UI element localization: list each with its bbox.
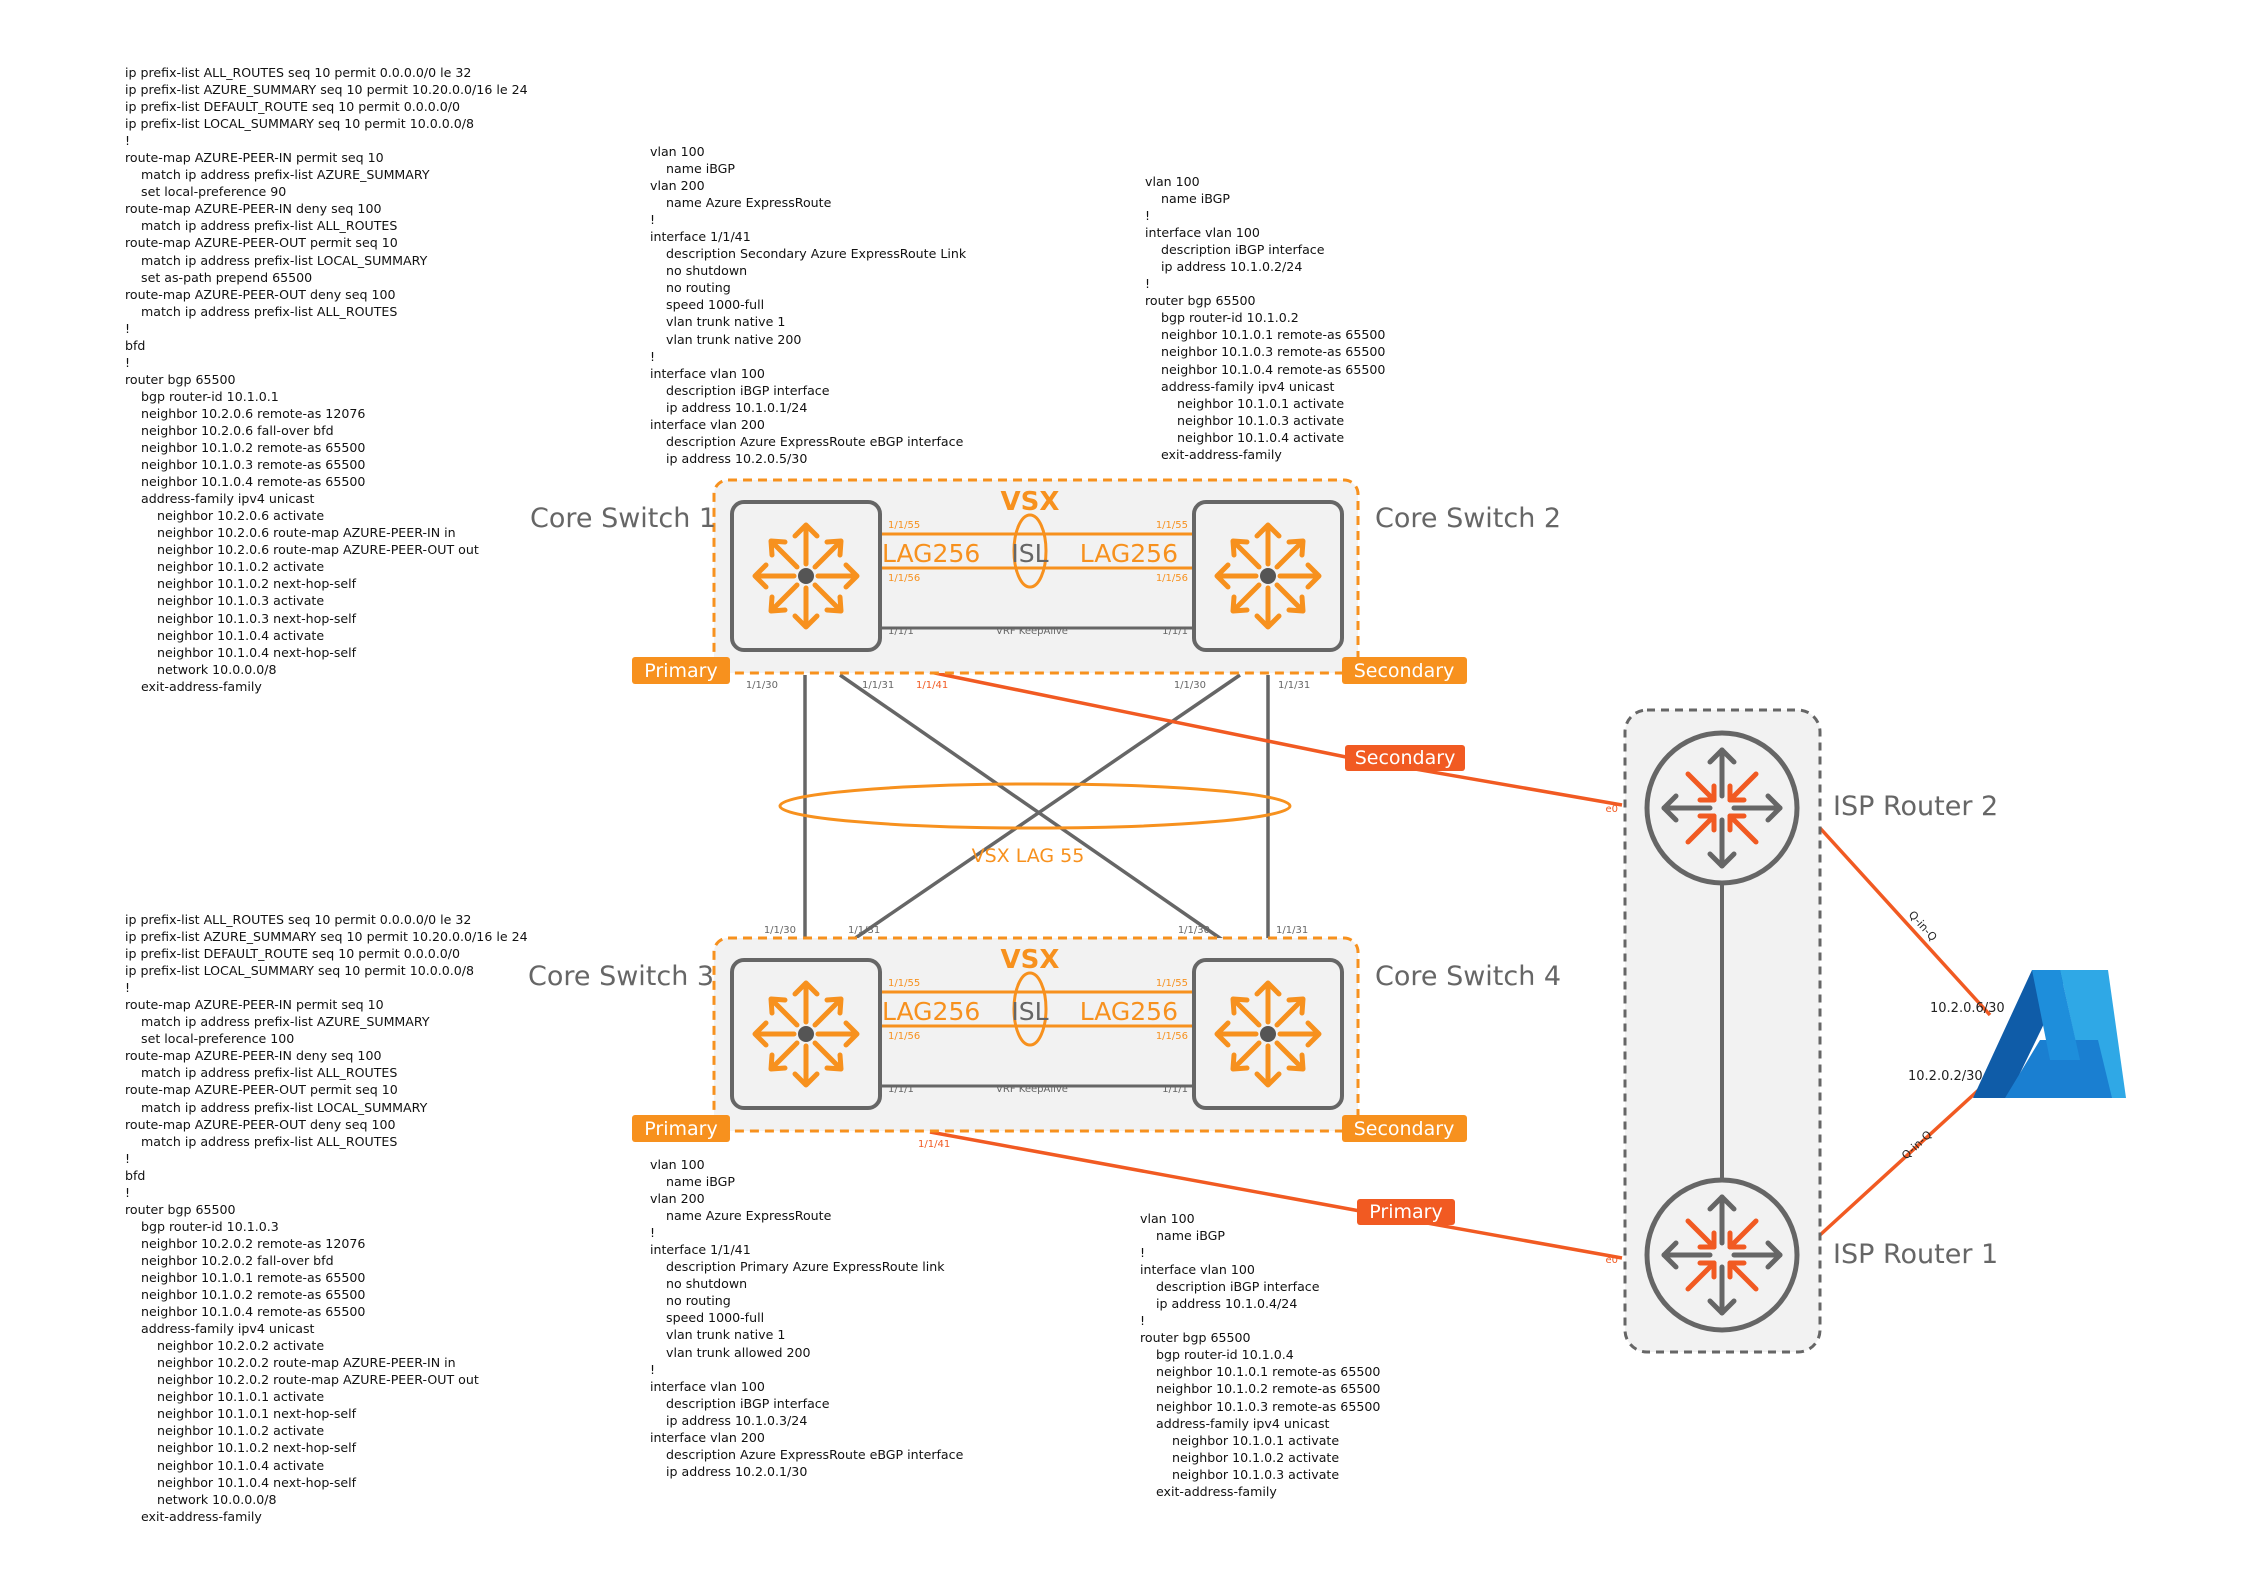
lag256-label: LAG256: [882, 997, 980, 1026]
core1-routing-config: ip prefix-list ALL_ROUTES seq 10 permit …: [125, 65, 528, 694]
port-label: 1/1/56: [1156, 573, 1188, 584]
isl-bottom-ring: [1012, 971, 1048, 1047]
aruba-switch-icon: [755, 983, 857, 1085]
lag256-label: LAG256: [1080, 997, 1178, 1026]
vsx-lag55-ring: [778, 782, 1292, 830]
port-label: 1/1/55: [888, 520, 920, 531]
isp1-azure-link: [1818, 1073, 1997, 1237]
core-switch-4[interactable]: [1192, 958, 1344, 1110]
port-label: 1/1/31: [1276, 925, 1308, 936]
azure-logo-icon: [1973, 970, 2126, 1098]
isl-top-ring: [1012, 513, 1048, 589]
secondary-badge-bottom: Secondary: [1342, 1115, 1467, 1142]
core4-config: vlan 100 name iBGP ! interface vlan 100 …: [1140, 1211, 1381, 1499]
aruba-switch-icon: [755, 525, 857, 627]
port-label: 1/1/55: [888, 978, 920, 989]
vsx-bottom-group: VSX LAG256 ISL LAG256 VRF KeepAlive 1/1/…: [528, 925, 1561, 1150]
isp-router-group: e0 e0: [1605, 708, 1822, 1354]
svg-text:Secondary: Secondary: [1354, 660, 1455, 682]
qinq-label-bottom: Q-in-Q: [1899, 1128, 1934, 1162]
port-label: e0: [1605, 804, 1618, 815]
router-icon: [1647, 733, 1797, 883]
secondary-badge-top: Secondary: [1342, 657, 1467, 684]
isp-router-1-label: ISP Router 1: [1833, 1239, 1998, 1270]
port-label: 1/1/31: [1278, 680, 1310, 691]
port-label: 1/1/30: [764, 925, 796, 936]
port-label: 1/1/56: [1156, 1031, 1188, 1042]
vsx-bottom-label: VSX: [1001, 945, 1060, 975]
primary-link-badge: Primary: [1357, 1199, 1455, 1225]
port-label: 1/1/56: [888, 1031, 920, 1042]
svg-text:Secondary: Secondary: [1354, 1118, 1455, 1140]
port-label: 1/1/55: [1156, 520, 1188, 531]
aruba-switch-icon: [1217, 525, 1319, 627]
core-switch-2[interactable]: [1192, 500, 1344, 652]
isp-router-1[interactable]: [1647, 1180, 1797, 1330]
port-label: e0: [1605, 1255, 1618, 1266]
port-label: 1/1/1: [888, 626, 914, 637]
port-label: 1/1/55: [1156, 978, 1188, 989]
aruba-switch-icon: [1217, 983, 1319, 1085]
vsx-top-label: VSX: [1001, 487, 1060, 517]
isl-label: ISL: [1011, 539, 1048, 568]
lag256-label: LAG256: [882, 539, 980, 568]
core-switch-1[interactable]: [730, 500, 882, 652]
svg-text:Primary: Primary: [644, 660, 717, 682]
core-switch-3[interactable]: [730, 958, 882, 1110]
lag256-label: LAG256: [1080, 539, 1178, 568]
inter-vsx-links: [803, 673, 1270, 954]
keepalive-label: VRF KeepAlive: [996, 1084, 1068, 1095]
port-label: 1/1/31: [848, 925, 880, 936]
core2-config: vlan 100 name iBGP ! interface vlan 100 …: [1145, 174, 1386, 462]
port-label: 1/1/30: [1178, 925, 1210, 936]
core-switch-2-label: Core Switch 2: [1375, 503, 1561, 534]
core-switch-4-label: Core Switch 4: [1375, 961, 1561, 992]
port-label: 1/1/56: [888, 573, 920, 584]
isp2-azure-link: [1818, 826, 1992, 1017]
core3-interface-config: vlan 100 name iBGP vlan 200 name Azure E…: [650, 1157, 964, 1479]
core-switch-3-label: Core Switch 3: [528, 961, 714, 992]
port-label: 1/1/41: [918, 1139, 950, 1150]
port-label: 1/1/30: [746, 680, 778, 691]
vsx-top-group: VSX LAG256 ISL LAG256 VRF KeepAlive 1/1/…: [530, 478, 1561, 691]
router-icon: [1647, 1180, 1797, 1330]
port-label: 1/1/31: [862, 680, 894, 691]
isl-label: ISL: [1011, 997, 1048, 1026]
port-label: 1/1/41: [916, 680, 948, 691]
port-label: 1/1/1: [1162, 626, 1188, 637]
primary-expressroute-link: [929, 1130, 1623, 1260]
vsx-lag55-label: VSX LAG 55: [972, 845, 1085, 867]
isp-router-2-label: ISP Router 2: [1833, 791, 1998, 822]
core-switch-1-label: Core Switch 1: [530, 503, 716, 534]
isp-router-2[interactable]: [1647, 733, 1797, 883]
core1-interface-config: vlan 100 name iBGP vlan 200 name Azure E…: [650, 144, 967, 466]
port-label: 1/1/1: [1162, 1084, 1188, 1095]
port-label: 1/1/30: [1174, 680, 1206, 691]
svg-text:Primary: Primary: [644, 1118, 717, 1140]
svg-text:Primary: Primary: [1369, 1201, 1442, 1223]
azure-ip-top: 10.2.0.6/30: [1930, 1001, 2005, 1016]
svg-text:Secondary: Secondary: [1355, 747, 1456, 769]
core3-routing-config: ip prefix-list ALL_ROUTES seq 10 permit …: [125, 912, 528, 1524]
primary-badge-bottom: Primary: [632, 1115, 730, 1142]
keepalive-label: VRF KeepAlive: [996, 626, 1068, 637]
secondary-link-badge: Secondary: [1345, 745, 1465, 771]
port-label: 1/1/1: [888, 1084, 914, 1095]
azure-ip-bottom: 10.2.0.2/30: [1908, 1069, 1983, 1084]
primary-badge-top: Primary: [632, 657, 730, 684]
